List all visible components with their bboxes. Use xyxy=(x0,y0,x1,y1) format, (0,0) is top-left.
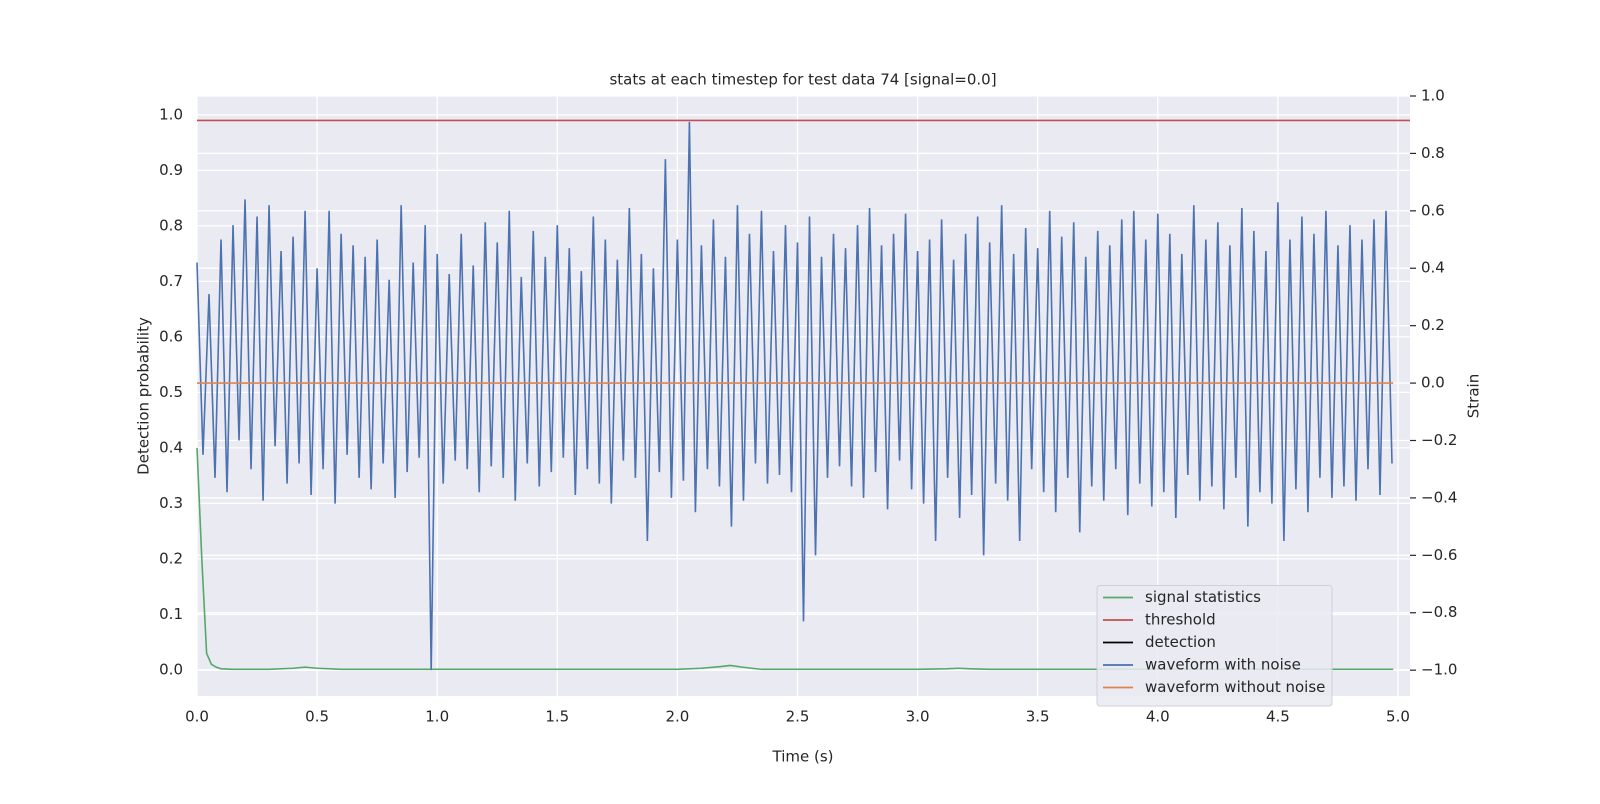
y2-tick-label: 1.0 xyxy=(1421,87,1445,105)
y-tick-label: 0.5 xyxy=(159,383,183,401)
x-tick-label: 1.5 xyxy=(545,708,569,726)
series-line xyxy=(196,121,1393,671)
y2-tick-label: 0.2 xyxy=(1421,316,1445,334)
y-tick-label: 0.6 xyxy=(159,327,183,345)
x-tick-label: 2.0 xyxy=(665,708,689,726)
y2-tick-label: 0.4 xyxy=(1421,259,1445,277)
x-tick-label: 3.0 xyxy=(906,708,930,726)
x-tick-label: 3.5 xyxy=(1026,708,1050,726)
series-line xyxy=(196,447,1394,671)
x-tick-label: 2.5 xyxy=(786,708,810,726)
y-tick-label: 0.8 xyxy=(159,216,183,234)
y-tick-label: 0.7 xyxy=(159,272,183,290)
y2-tick-label: 0.8 xyxy=(1421,144,1445,162)
x-tick-label: 4.0 xyxy=(1146,708,1170,726)
x-axis-label: Time (s) xyxy=(772,748,834,766)
y2-tick-label: 0.0 xyxy=(1421,374,1445,392)
legend-label: waveform without noise xyxy=(1145,678,1325,696)
y-tick-label: 0.4 xyxy=(159,438,183,456)
y-tick-label: 0.3 xyxy=(159,494,183,512)
x-tick-label: 4.5 xyxy=(1266,708,1290,726)
y2-tick-label: −0.6 xyxy=(1421,546,1457,564)
legend-label: waveform with noise xyxy=(1145,656,1301,674)
y2-tick-label: −1.0 xyxy=(1421,661,1457,679)
y2-tick-label: −0.4 xyxy=(1421,488,1457,506)
legend-label: threshold xyxy=(1145,611,1216,629)
legend-label: detection xyxy=(1145,633,1216,651)
y-tick-label: 0.2 xyxy=(159,549,183,567)
legend-label: signal statistics xyxy=(1145,588,1261,606)
y2-axis-label: Strain xyxy=(1465,374,1483,418)
legend: signal statistics threshold detection wavef… xyxy=(1096,585,1333,707)
x-tick-label: 5.0 xyxy=(1386,708,1410,726)
y-tick-label: 0.1 xyxy=(159,605,183,623)
y-tick-label: 0.9 xyxy=(159,161,183,179)
chart-title: stats at each timestep for test data 74 … xyxy=(609,71,996,89)
x-tick-label: 1.0 xyxy=(425,708,449,726)
y-tick-label: 1.0 xyxy=(159,105,183,123)
x-tick-label: 0.5 xyxy=(305,708,329,726)
y2-tick-label: 0.6 xyxy=(1421,201,1445,219)
x-tick-label: 0.0 xyxy=(185,708,209,726)
y-tick-label: 0.0 xyxy=(159,660,183,678)
legend-box xyxy=(1096,585,1333,707)
y2-tick-label: −0.2 xyxy=(1421,431,1457,449)
marks xyxy=(196,119,1410,671)
y-axis-label: Detection probability xyxy=(135,317,153,475)
y2-tick-label: −0.8 xyxy=(1421,603,1457,621)
